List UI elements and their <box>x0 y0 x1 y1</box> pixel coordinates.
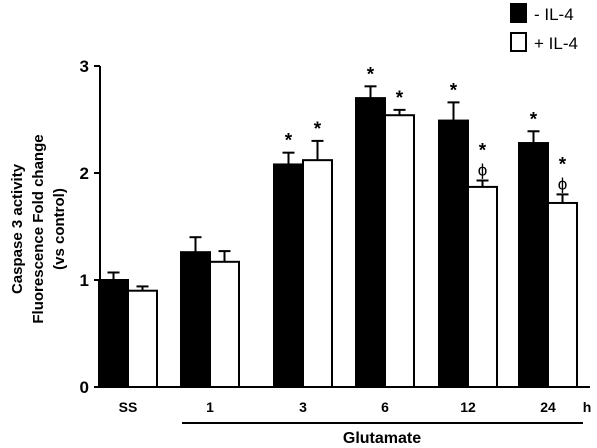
y-tick-label: 0 <box>80 378 89 397</box>
y-axis-title-line: Caspase 3 activity <box>9 163 26 294</box>
x-tick-label: 6 <box>381 399 389 415</box>
significance-marker: * <box>396 88 404 109</box>
x-tick-label: SS <box>119 399 138 415</box>
significance-marker: * <box>530 109 538 130</box>
x-tick-label: 12 <box>460 399 476 415</box>
significance-marker: * <box>450 80 458 101</box>
y-axis-title-line: (vs control) <box>51 188 68 270</box>
x-tick-label: 24 <box>540 399 556 415</box>
x-tick-label: 3 <box>299 399 307 415</box>
significance-marker: * <box>367 64 375 85</box>
x-unit-label: h <box>583 399 592 415</box>
significance-marker: * ϕ <box>478 140 488 179</box>
legend-swatch-minus-il4 <box>510 3 527 23</box>
legend-label: + IL-4 <box>534 34 578 53</box>
bar-plus-il4-12 <box>467 185 498 388</box>
labels: Caspase 3 activity Fluorescence Fold chan… <box>9 64 591 447</box>
bar-minus-il4-6 <box>355 97 386 388</box>
significance-marker: * <box>314 119 322 140</box>
y-tick-label: 3 <box>80 57 89 76</box>
y-axis-title-line: Fluorescence Fold change <box>30 134 47 323</box>
bars <box>98 85 578 389</box>
legend-swatch-plus-il4 <box>510 32 527 52</box>
legend-label: - IL-4 <box>534 5 574 24</box>
significance-marker: * ϕ <box>558 154 568 193</box>
x-tick-label: 1 <box>206 399 214 415</box>
y-tick-label: 1 <box>80 271 89 290</box>
asterisk: * <box>479 140 487 161</box>
asterisk: * <box>559 154 567 175</box>
glutamate-label: Glutamate <box>343 430 421 447</box>
bar-minus-il4-1 <box>180 251 211 388</box>
bar-minus-il4-SS <box>98 279 129 388</box>
bar-minus-il4-3 <box>273 163 304 388</box>
bar-plus-il4-3 <box>302 159 333 388</box>
y-tick-label: 2 <box>80 164 89 183</box>
bar-plus-il4-SS <box>127 289 158 389</box>
bar-plus-il4-24 <box>547 201 578 388</box>
legend: - IL-4 + IL-4 <box>510 3 578 53</box>
bar-minus-il4-12 <box>438 119 469 388</box>
bar-plus-il4-6 <box>384 114 415 388</box>
phi-symbol: ϕ <box>478 160 488 179</box>
phi-symbol: ϕ <box>558 174 568 193</box>
bar-plus-il4-1 <box>209 260 240 388</box>
bar-minus-il4-24 <box>518 142 549 388</box>
significance-marker: * <box>285 131 293 152</box>
